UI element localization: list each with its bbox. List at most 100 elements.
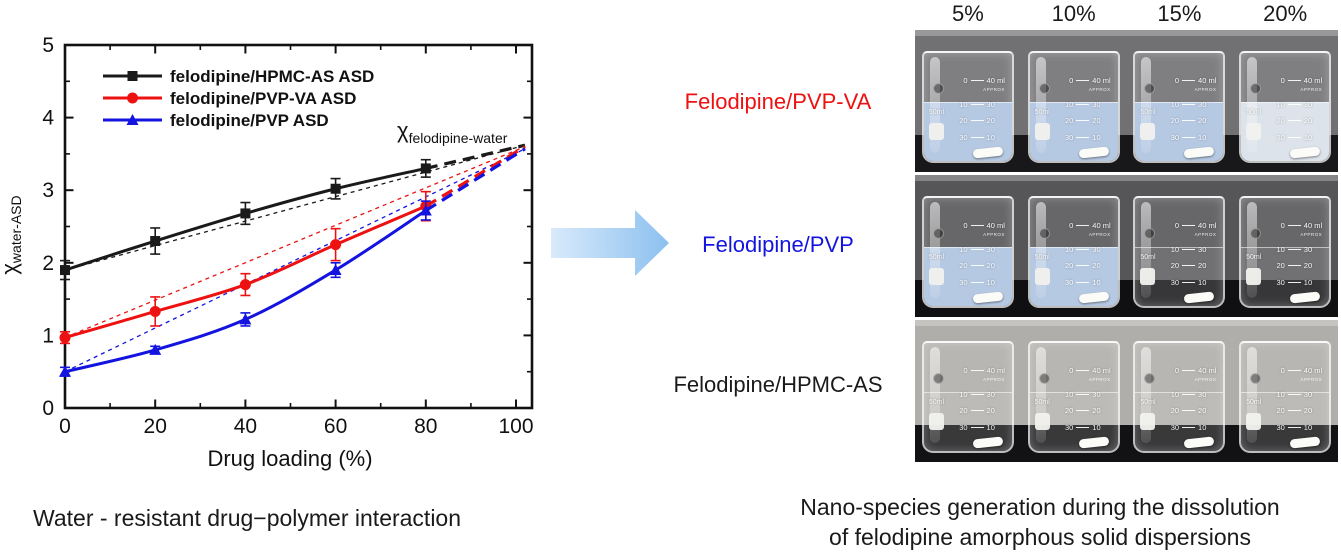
graduation-dash (1182, 426, 1196, 428)
glass-highlight (1035, 347, 1046, 443)
column-header-5pct: 5% (951, 1, 984, 26)
graduation-dash (970, 281, 984, 283)
beaker-graduations: 0 40 ml APPROX 10 30 20 20 30 10 (1062, 222, 1111, 287)
graduation-dash (1182, 136, 1196, 138)
right-caption-line2: of felodipine amorphous solid dispersion… (829, 524, 1251, 550)
beaker-graduations: 0 40 ml APPROX 10 30 20 20 30 10 (1274, 367, 1322, 431)
beaker: 0 40 ml APPROX 10 30 20 20 30 10 50ml (921, 341, 1014, 453)
graduation-dash (970, 426, 984, 428)
graduation-line: 20 20 (1064, 406, 1101, 415)
shelf-edge (915, 30, 1338, 36)
graduation-line: 10 30 (1170, 389, 1207, 399)
beaker-logo (1250, 83, 1262, 94)
graduation-dash (970, 80, 984, 82)
graduation-dash (1287, 370, 1301, 372)
glass-highlight (1247, 57, 1258, 153)
graduation-line: 10 30 (1170, 99, 1207, 109)
beaker-logo (1038, 83, 1050, 94)
graduation-line: 10 30 (959, 389, 995, 399)
beaker-cell: 0 40 ml APPROX 10 30 20 20 30 10 50ml (915, 175, 1021, 317)
approx-label: APPROX (983, 231, 1005, 237)
beaker-logo (1250, 373, 1262, 384)
glass-highlight (1141, 347, 1152, 443)
beaker-graduations: 0 40 ml APPROX 10 30 20 20 30 10 (1168, 77, 1217, 141)
graduation-line: 10 30 (959, 244, 995, 254)
graduation-dash (1076, 393, 1090, 395)
graduation-dash (970, 410, 984, 412)
approx-label: APPROX (1194, 376, 1217, 382)
svg-text:4: 4 (42, 107, 54, 130)
graduation-dash (1076, 426, 1090, 428)
approx-label: APPROX (1088, 86, 1111, 92)
graduation-dash (1287, 120, 1301, 122)
beaker-logo (1250, 228, 1262, 239)
svg-text:χwater-ASD: χwater-ASD (0, 195, 24, 274)
beaker-cell: 0 40 ml APPROX 10 30 20 20 30 10 50ml (1232, 175, 1338, 317)
beaker-graduations: 0 40 ml APPROX 10 30 20 20 30 10 (1062, 366, 1111, 431)
graduation-line: 20 20 (959, 261, 995, 270)
graduation-dash (1182, 265, 1196, 267)
glass-highlight (929, 57, 940, 153)
graduation-dash (970, 393, 984, 395)
graduation-line: 30 10 (1170, 277, 1207, 287)
graduation-line: 30 10 (1064, 277, 1101, 287)
graduation-dash (1287, 393, 1301, 395)
svg-text:1: 1 (42, 324, 54, 347)
beaker-photo-row: 0 40 ml APPROX 10 30 20 20 30 10 50ml 0 40 ml APPROX… (915, 320, 1338, 462)
graduation-dash (1076, 281, 1090, 283)
graduation-dash (1182, 120, 1196, 122)
beaker-graduations: 0 40 ml APPROX 10 30 20 20 30 10 (1168, 222, 1217, 287)
approx-label: APPROX (1300, 86, 1323, 92)
beaker-photo-row: 0 40 ml APPROX 10 30 20 20 30 10 50ml 0 40 ml APPROX… (915, 30, 1338, 172)
graduation-line: 10 30 (1064, 99, 1101, 109)
svg-text:80: 80 (414, 415, 437, 438)
graduation-line: 0 40 ml (1069, 366, 1111, 375)
graduation-line: 20 20 (959, 116, 995, 125)
graduation-dash (1287, 265, 1301, 267)
graduation-dash (1182, 103, 1196, 105)
beaker-sticker (1034, 123, 1050, 140)
graduation-dash (1076, 410, 1090, 412)
beaker: 0 40 ml APPROX 10 30 20 20 30 10 50ml (1133, 341, 1226, 453)
concentration-headers: 5% 10% 15% 20% (915, 1, 1338, 27)
right-caption: Nano-species generation during the disso… (755, 492, 1325, 552)
beaker: 0 40 ml APPROX 10 30 20 20 30 10 50ml (921, 196, 1014, 308)
svg-text:3: 3 (42, 179, 54, 202)
svg-text:0: 0 (59, 415, 71, 438)
approx-label: APPROX (1088, 231, 1111, 237)
volume-label: 50ml (1246, 109, 1262, 116)
shelf-edge (915, 320, 1338, 326)
graduation-line: 30 10 (1276, 277, 1313, 287)
graduation-dash (1287, 281, 1301, 283)
graduation-line: 0 40 ml (1280, 366, 1323, 375)
beaker-cell: 0 40 ml APPROX 10 30 20 20 30 10 50ml (1021, 320, 1127, 462)
volume-label: 50ml (1246, 399, 1262, 406)
beaker-sticker (1246, 268, 1262, 285)
svg-text:0: 0 (42, 397, 54, 420)
graduation-dash (970, 120, 984, 122)
graduation-line: 0 40 ml (963, 366, 1005, 375)
graduation-dash (1287, 248, 1301, 250)
beaker: 0 40 ml APPROX 10 30 20 20 30 10 50ml (1027, 196, 1120, 308)
graduation-line: 10 30 (959, 99, 995, 109)
svg-text:felodipine/HPMC-AS ASD: felodipine/HPMC-AS ASD (170, 67, 374, 86)
row-label-pvp: Felodipine/PVP (702, 232, 854, 257)
volume-label: 50ml (1140, 399, 1156, 406)
graduation-line: 10 30 (1276, 389, 1313, 399)
glass-highlight (1035, 57, 1046, 153)
graduation-line: 30 10 (1276, 422, 1313, 432)
beaker-sticker (1246, 413, 1262, 430)
row-label-pvp-va: Felodipine/PVP-VA (684, 89, 872, 114)
svg-text:2: 2 (42, 252, 54, 275)
beaker-cell: 0 40 ml APPROX 10 30 20 20 30 10 50ml (1127, 30, 1233, 172)
graduation-dash (1076, 103, 1090, 105)
arrow-right-icon (551, 210, 669, 276)
svg-text:felodipine/PVP ASD: felodipine/PVP ASD (170, 111, 329, 130)
graduation-dash (1182, 248, 1196, 250)
glass-highlight (1035, 202, 1046, 298)
svg-text:20: 20 (144, 415, 167, 438)
graduation-dash (1076, 370, 1090, 372)
graduation-dash (1182, 281, 1196, 283)
svg-text:Drug loading (%): Drug loading (%) (207, 446, 372, 471)
